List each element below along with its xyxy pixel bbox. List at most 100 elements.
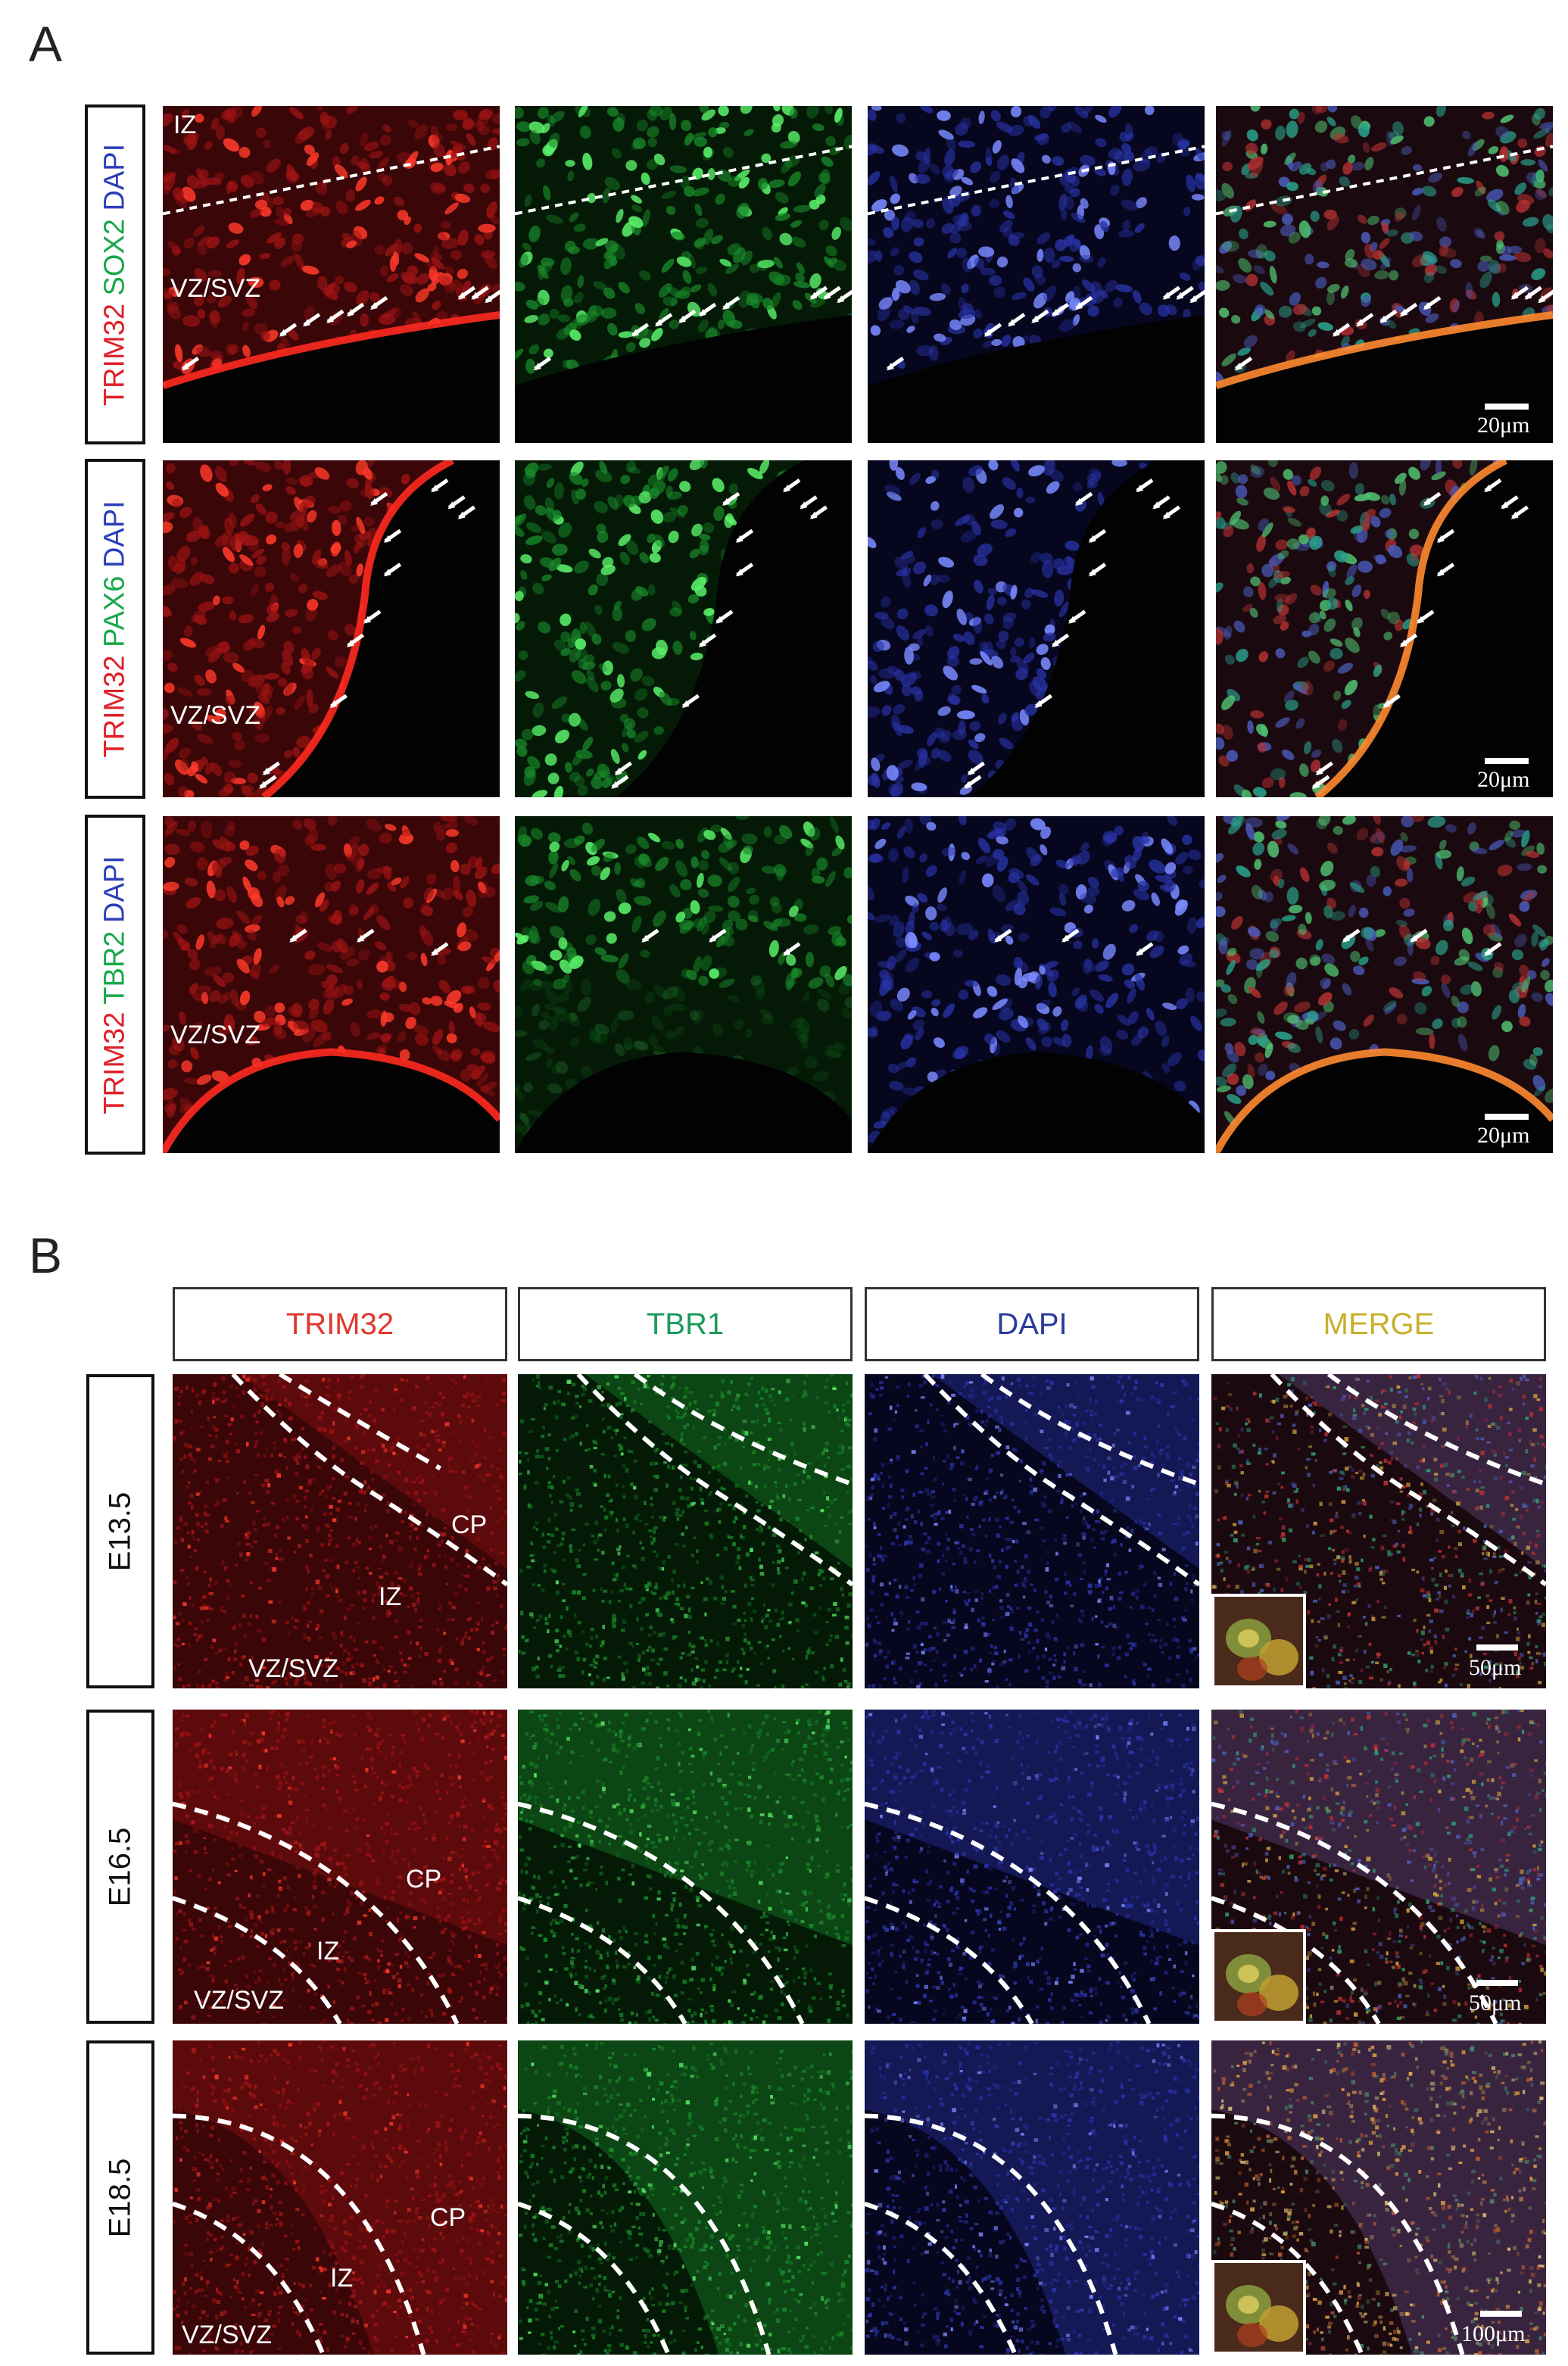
micrograph-b-0-red-image [173,1374,507,1688]
micrograph-b-1-merge: 50μm [1211,1710,1546,2024]
micrograph-a-1-green-image [515,460,852,797]
column-header-dapi: DAPI [865,1287,1199,1361]
region-label-vz-svz: VZ/SVZ [248,1654,339,1683]
micrograph-a-2-merge: 20μm [1216,816,1553,1153]
scale-bar-label: 100μm [1461,2321,1526,2346]
region-label-iz: IZ [173,111,197,139]
micrograph-a-0-green-image [515,106,852,443]
region-label-vz-svz: VZ/SVZ [170,701,261,730]
column-header-trim32: TRIM32 [173,1287,507,1361]
panel-label-a: A [29,16,63,72]
micrograph-a-1-merge: 20μm [1216,460,1553,797]
magnified-inset [1211,1929,1306,2024]
scale-bar [1485,758,1529,764]
stain-label: TRIM32 SOX2 DAPI [99,143,132,405]
scale-bar-label: 50μm [1469,1990,1522,2015]
micrograph-a-2-green [515,816,852,1153]
column-header-merge: MERGE [1211,1287,1546,1361]
region-label-iz: IZ [379,1582,402,1611]
magnified-inset [1211,1594,1306,1688]
micrograph-a-1-green [515,460,852,797]
column-header-label: DAPI [996,1307,1068,1341]
micrograph-a-2-blue [868,816,1205,1153]
region-label-iz: IZ [330,2264,354,2293]
micrograph-a-0-merge-image [1216,106,1553,443]
column-header-tbr1: TBR1 [518,1287,853,1361]
row-label-E16.5: E16.5 [86,1710,154,2024]
stage-label: E18.5 [103,2158,137,2237]
row-label-a-2: TRIM32 TBR2 DAPI [85,815,145,1155]
stain-label-part-0: TRIM32 [98,655,131,758]
stain-label-part-0: TRIM32 [98,303,131,406]
magnified-inset [1211,2260,1306,2355]
column-header-label: TRIM32 [285,1307,394,1341]
region-label-vz-svz: VZ/SVZ [182,2321,273,2349]
micrograph-b-1-red-image [173,1710,507,2024]
region-label-iz: IZ [316,1937,340,1965]
scale-bar [1485,1114,1529,1120]
region-label-vz-svz: VZ/SVZ [170,1021,261,1049]
micrograph-a-0-blue [868,106,1205,443]
scale-bar [1485,404,1529,410]
micrograph-b-0-red: CP IZ VZ/SVZ [173,1374,507,1688]
micrograph-a-1-red-image [163,460,500,797]
row-label-a-1: TRIM32 PAX6 DAPI [85,459,145,799]
micrograph-a-1-blue-image [868,460,1205,797]
column-header-label: TBR1 [646,1307,725,1341]
micrograph-b-0-green [518,1374,853,1688]
region-label-vz-svz: VZ/SVZ [194,1986,285,2015]
micrograph-b-2-blue-image [865,2040,1199,2355]
row-label-a-0: TRIM32 SOX2 DAPI [85,104,145,444]
micrograph-b-2-green [518,2040,853,2355]
scale-bar [1480,2311,1522,2317]
micrograph-b-2-blue [865,2040,1199,2355]
micrograph-a-2-green-image [515,816,852,1153]
panel-label-b: B [29,1227,63,1283]
micrograph-a-2-blue-image [868,816,1205,1153]
stain-label-part-1: TBR2 [98,931,131,1012]
stain-label-part-2: DAPI [98,500,131,576]
micrograph-a-1-blue [868,460,1205,797]
micrograph-b-0-blue [865,1374,1199,1688]
stain-label: TRIM32 PAX6 DAPI [99,500,132,757]
micrograph-b-0-merge: 50μm [1211,1374,1546,1688]
micrograph-b-2-green-image [518,2040,853,2355]
micrograph-b-1-blue-image [865,1710,1199,2024]
scale-bar-label: 50μm [1469,1655,1522,1680]
micrograph-b-1-blue [865,1710,1199,2024]
micrograph-b-1-red: CP IZ VZ/SVZ [173,1710,507,2024]
micrograph-b-0-green-image [518,1374,853,1688]
micrograph-b-2-red: CP IZ VZ/SVZ [173,2040,507,2355]
stain-label: TRIM32 TBR2 DAPI [99,856,132,1114]
micrograph-a-2-merge-image [1216,816,1553,1153]
micrograph-a-1-merge-image [1216,460,1553,797]
stain-label-part-0: TRIM32 [98,1012,131,1114]
inset-image [1214,1597,1303,1685]
micrograph-a-2-red: VZ/SVZ [163,816,500,1153]
micrograph-a-1-red: VZ/SVZ [163,460,500,797]
micrograph-a-0-red: IZ VZ/SVZ [163,106,500,443]
column-header-label: MERGE [1323,1307,1435,1341]
inset-image [1214,1932,1303,2021]
region-label-cp: CP [451,1510,488,1539]
scale-bar [1476,1980,1518,1986]
region-label-cp: CP [406,1865,442,1894]
micrograph-b-1-green-image [518,1710,853,2024]
micrograph-b-2-red-image [173,2040,507,2355]
row-label-E18.5: E18.5 [86,2040,154,2355]
micrograph-a-0-blue-image [868,106,1205,443]
micrograph-a-0-green [515,106,852,443]
region-label-cp: CP [430,2203,466,2232]
scale-bar [1476,1644,1518,1651]
inset-image [1214,2263,1303,2352]
region-label-vz-svz: VZ/SVZ [170,274,261,303]
stain-label-part-2: DAPI [98,855,131,931]
micrograph-b-1-green [518,1710,853,2024]
micrograph-a-0-merge: 20μm [1216,106,1553,443]
stain-label-part-1: PAX6 [98,575,131,656]
micrograph-b-0-blue-image [865,1374,1199,1688]
scale-bar-label: 20μm [1477,413,1530,438]
stage-label: E16.5 [103,1827,137,1906]
micrograph-a-2-red-image [163,816,500,1153]
scale-bar-label: 20μm [1477,1123,1530,1148]
